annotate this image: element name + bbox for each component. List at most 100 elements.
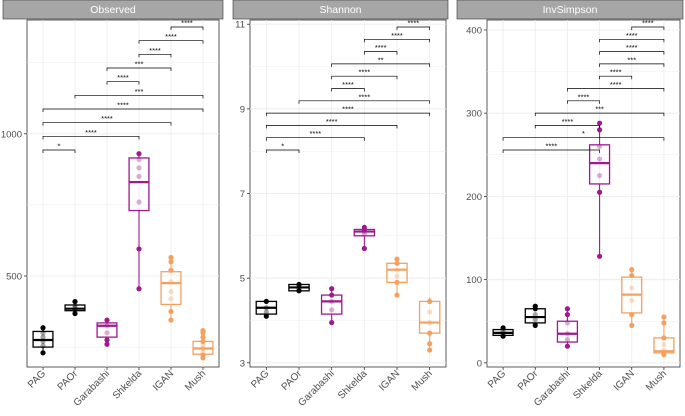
box-mush [192, 327, 214, 361]
bracket-line [599, 38, 665, 43]
data-point [168, 308, 174, 315]
data-point [500, 331, 506, 337]
data-point [40, 330, 46, 336]
significance-label: **** [342, 80, 354, 89]
y-tick-label: 100 [466, 275, 482, 286]
facet-title: Observed [90, 4, 136, 16]
x-tick-label: PAG [249, 368, 271, 390]
data-point [500, 325, 506, 331]
bracket-line [265, 125, 398, 129]
box-mush [653, 314, 675, 358]
bracket-line [42, 135, 140, 140]
significance-label: **** [562, 117, 574, 126]
bracket-line [106, 67, 172, 71]
data-point [263, 298, 269, 305]
facet-strip [2, 0, 224, 20]
facet-strip [232, 0, 449, 20]
bracket-line [331, 88, 365, 92]
x-tick-label: IGAN [151, 368, 176, 393]
data-point [136, 156, 142, 162]
data-point [168, 317, 174, 323]
data-point [329, 298, 335, 305]
facet-strip [456, 0, 684, 20]
data-point [136, 151, 142, 157]
y-tick-label: 7 [240, 189, 245, 200]
data-point [661, 350, 667, 356]
y-tick-label: 400 [466, 25, 482, 36]
data-point [661, 341, 667, 348]
significance-label: **** [309, 129, 321, 138]
significance-label: **** [117, 101, 129, 110]
data-point [532, 303, 538, 309]
box-body [556, 320, 579, 343]
box-paor [288, 281, 310, 294]
x-tick-label: PAG [26, 368, 48, 390]
significance-label: **** [375, 43, 387, 52]
significance-bracket: **** [567, 80, 665, 92]
bracket-line [599, 63, 665, 67]
data-point [296, 281, 302, 288]
data-point [661, 335, 667, 341]
significance-bracket: **** [502, 142, 600, 153]
data-point [40, 350, 46, 356]
significance-label: **** [326, 117, 338, 126]
y-tick-label: 5 [240, 274, 245, 285]
significance-label: **** [642, 19, 654, 28]
data-point [168, 289, 174, 295]
box-igan [386, 256, 408, 298]
data-point [40, 334, 46, 340]
data-point [263, 313, 269, 319]
box-igan [160, 254, 182, 323]
data-point [427, 347, 433, 353]
data-point [168, 267, 174, 273]
significance-bracket: **** [331, 80, 365, 92]
data-point [427, 330, 433, 336]
significance-label: **** [578, 92, 590, 101]
data-point [72, 298, 78, 305]
data-point [168, 254, 174, 261]
bracket-line [42, 122, 172, 126]
bracket-line [534, 112, 665, 117]
data-point [200, 338, 206, 345]
significance-bracket: **** [265, 117, 398, 129]
x-tick-label: Shkelda [336, 368, 370, 402]
bracket-line [265, 112, 431, 117]
bracket-line [567, 88, 665, 92]
data-point [329, 307, 335, 313]
data-point [629, 311, 635, 318]
bracket-line [502, 137, 665, 141]
data-point [104, 317, 110, 323]
x-tick-label: PAOr [516, 368, 541, 393]
significance-bracket: **** [138, 46, 172, 58]
data-point [40, 338, 46, 345]
x-tick-label: IGAN [377, 368, 402, 393]
significance-label: **** [149, 46, 161, 55]
bracket-line [138, 53, 172, 58]
data-point [394, 267, 400, 273]
box-garabashi [96, 317, 118, 347]
box-garabashi [320, 286, 343, 326]
data-point [361, 224, 367, 230]
data-point [104, 337, 110, 343]
data-point [200, 349, 206, 355]
bracket-line [396, 26, 431, 30]
y-tick-label: 9 [240, 104, 245, 115]
significance-label: **** [610, 68, 622, 77]
y-tick-label: 11 [235, 20, 245, 31]
bracket-line [502, 149, 600, 153]
significance-label: * [58, 142, 61, 151]
box-pag [32, 325, 54, 356]
y-tick-label: 200 [466, 192, 482, 203]
y-tick-label: 500 [6, 271, 22, 282]
bracket-line [331, 75, 398, 80]
data-point [40, 343, 46, 349]
data-point [72, 307, 78, 313]
data-point [427, 298, 433, 305]
data-point [72, 310, 78, 317]
data-point [596, 173, 603, 179]
data-point [200, 327, 206, 334]
significance-label: **** [181, 19, 193, 28]
data-point [104, 330, 110, 336]
y-tick-label: 300 [466, 109, 482, 120]
data-point [564, 306, 571, 312]
